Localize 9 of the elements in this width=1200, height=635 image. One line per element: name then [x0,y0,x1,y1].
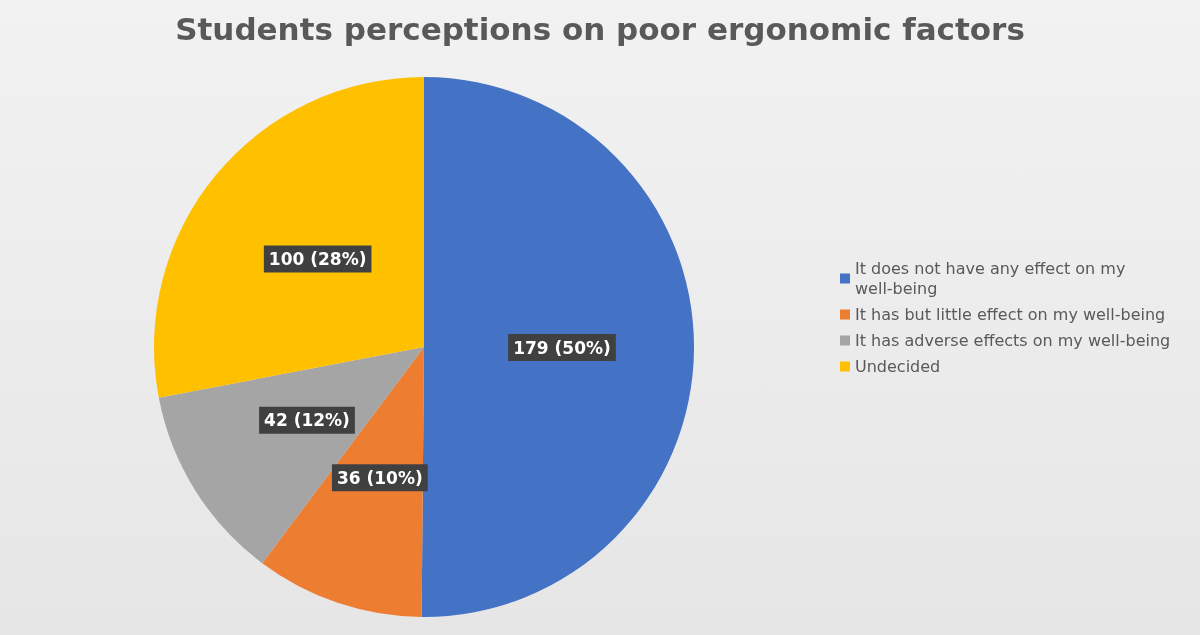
chart-title: Students perceptions on poor ergonomic factors [175,10,1025,47]
legend-label: It does not have any effect on my well-being [855,259,1131,298]
data-label: 100 (28%) [268,249,367,270]
data-label: 36 (10%) [336,467,423,488]
legend-label: It has but little effect on my well-being [855,305,1166,324]
legend-label: It has adverse effects on my well-being [855,331,1171,350]
legend-label: Undecided [855,357,941,376]
data-label: 179 (50%) [513,337,611,358]
data-label: 42 (12%) [264,410,350,431]
